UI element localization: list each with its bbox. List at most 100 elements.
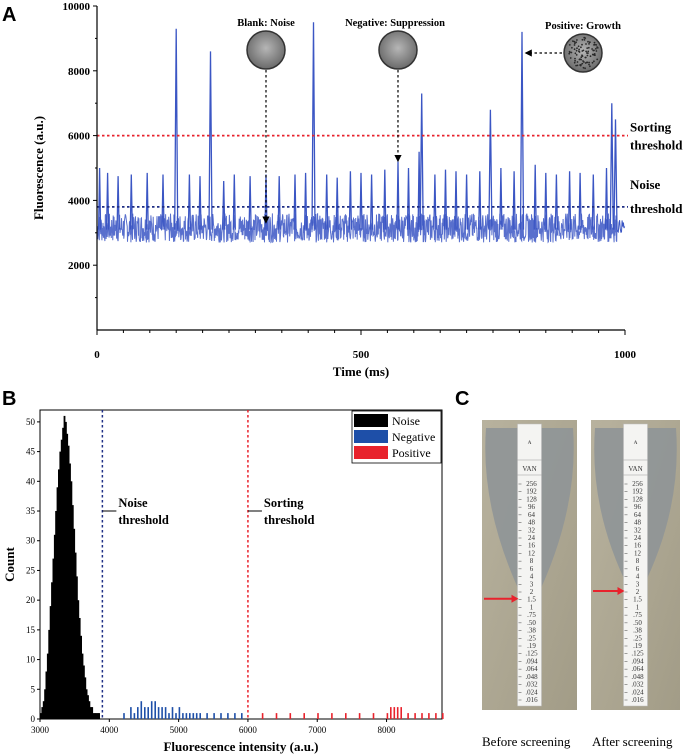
colony-speck	[591, 48, 593, 50]
colony-speck	[578, 48, 580, 51]
histogram-bar	[168, 713, 170, 719]
signal-peak	[419, 93, 424, 230]
strip-scale-label: 16	[528, 542, 536, 550]
inhibition-zone	[594, 428, 677, 590]
strip-scale-label: 24	[528, 534, 536, 542]
strip-scale-label: .094	[631, 657, 644, 665]
histogram-bar	[396, 707, 399, 719]
colony-speck	[595, 47, 597, 50]
colony-speck	[596, 58, 599, 61]
signal-peak	[464, 174, 469, 230]
strip-scale-label: .094	[525, 657, 538, 665]
colony-speck	[580, 58, 582, 61]
histogram-bar	[81, 653, 84, 719]
strip-scale-label: .016	[631, 696, 644, 704]
signal-peak	[578, 172, 582, 230]
histogram-bar	[182, 713, 184, 719]
histogram-bar	[45, 671, 48, 719]
strip-scale-label: .19	[527, 642, 536, 650]
histogram-bar	[92, 713, 95, 719]
x-tick-label: 1000	[614, 349, 637, 361]
legend-entry: Negative	[392, 430, 435, 444]
colony-speck	[591, 61, 594, 64]
histogram-bar	[70, 481, 73, 719]
colony-speck	[588, 61, 590, 64]
colony-speck	[578, 50, 580, 53]
histogram-bar	[164, 707, 167, 719]
histogram-bar	[220, 713, 222, 719]
histogram-bar	[261, 713, 264, 719]
strip-scale-label: 8	[636, 557, 640, 565]
noise-threshold-label: Noise	[630, 177, 661, 192]
signal-peak	[604, 167, 609, 230]
y-tick-label: 2000	[68, 260, 91, 272]
colony-speck	[584, 56, 587, 59]
strip-logo: A	[528, 441, 532, 446]
histogram-bar	[56, 487, 59, 720]
strip-scale-label: .38	[633, 627, 642, 635]
strip-scale-label: .50	[633, 619, 642, 627]
signal-baseline-trace	[96, 212, 618, 244]
signal-tail-trace	[616, 220, 626, 234]
strip-scale-label: 32	[528, 526, 536, 534]
histogram-bar	[74, 552, 77, 719]
strip-scale-label: .75	[633, 611, 642, 619]
x-tick-label: 7000	[308, 725, 327, 735]
histogram-bar	[386, 713, 389, 719]
strip-scale-label: 48	[528, 519, 536, 527]
sorting-threshold-label: Sorting	[630, 120, 672, 135]
colony-speck	[593, 43, 596, 46]
histogram-bar	[144, 707, 146, 719]
colony-speck	[573, 48, 576, 51]
colony-speck	[586, 47, 589, 49]
legend-swatch	[354, 414, 388, 427]
strip-scale-label: 64	[528, 511, 536, 519]
signal-peak	[512, 171, 516, 230]
histogram-bar	[227, 713, 229, 719]
histogram-bar	[55, 511, 57, 719]
colony-speck	[577, 45, 580, 48]
colony-speck	[573, 61, 576, 64]
colony-speck	[574, 52, 577, 55]
colony-speck	[589, 65, 591, 68]
strip-scale-label: 16	[634, 542, 642, 550]
x-tick-label: 5000	[170, 725, 189, 735]
strip-scale-label: .19	[633, 642, 642, 650]
panel-label-c: C	[455, 388, 470, 410]
colony-speck	[573, 44, 576, 46]
colony-speck	[580, 46, 582, 49]
y-tick-label: 0	[31, 714, 36, 724]
signal-peak	[293, 174, 297, 230]
histogram-bar	[234, 713, 236, 719]
colony-speck	[581, 55, 584, 57]
histogram-bar	[40, 713, 42, 719]
colony-speck	[582, 66, 585, 69]
signal-peak	[348, 171, 353, 230]
strip-scale-label: 96	[528, 503, 536, 511]
colony-speck	[580, 56, 583, 59]
etest-strip	[517, 423, 542, 707]
histogram-bar	[421, 713, 423, 719]
strip-scale-label: .25	[633, 634, 642, 642]
annotation-label: Negative: Suppression	[345, 18, 445, 29]
colony-speck	[571, 46, 573, 49]
colony-speck	[585, 50, 587, 53]
signal-peak	[145, 172, 149, 230]
signal-peak	[591, 174, 595, 230]
strip-scale-label: .032	[631, 681, 644, 689]
legend-entry: Positive	[392, 446, 431, 460]
strip-scale-label: 128	[632, 495, 643, 503]
signal-peak	[222, 180, 226, 230]
x-tick-label: 3000	[31, 725, 50, 735]
sorting-threshold-label: threshold	[630, 138, 683, 153]
legend-swatch	[354, 430, 388, 443]
histogram-bar	[65, 421, 67, 719]
colony-speck	[576, 64, 579, 67]
colony-speck	[581, 62, 584, 65]
colony-speck	[584, 37, 587, 39]
x-tick-label: 4000	[100, 725, 119, 735]
colony-speck	[587, 50, 590, 53]
strip-header-label: VAN	[522, 465, 536, 473]
noise-threshold-label: Noise	[118, 496, 148, 510]
histogram-bar	[407, 713, 409, 719]
